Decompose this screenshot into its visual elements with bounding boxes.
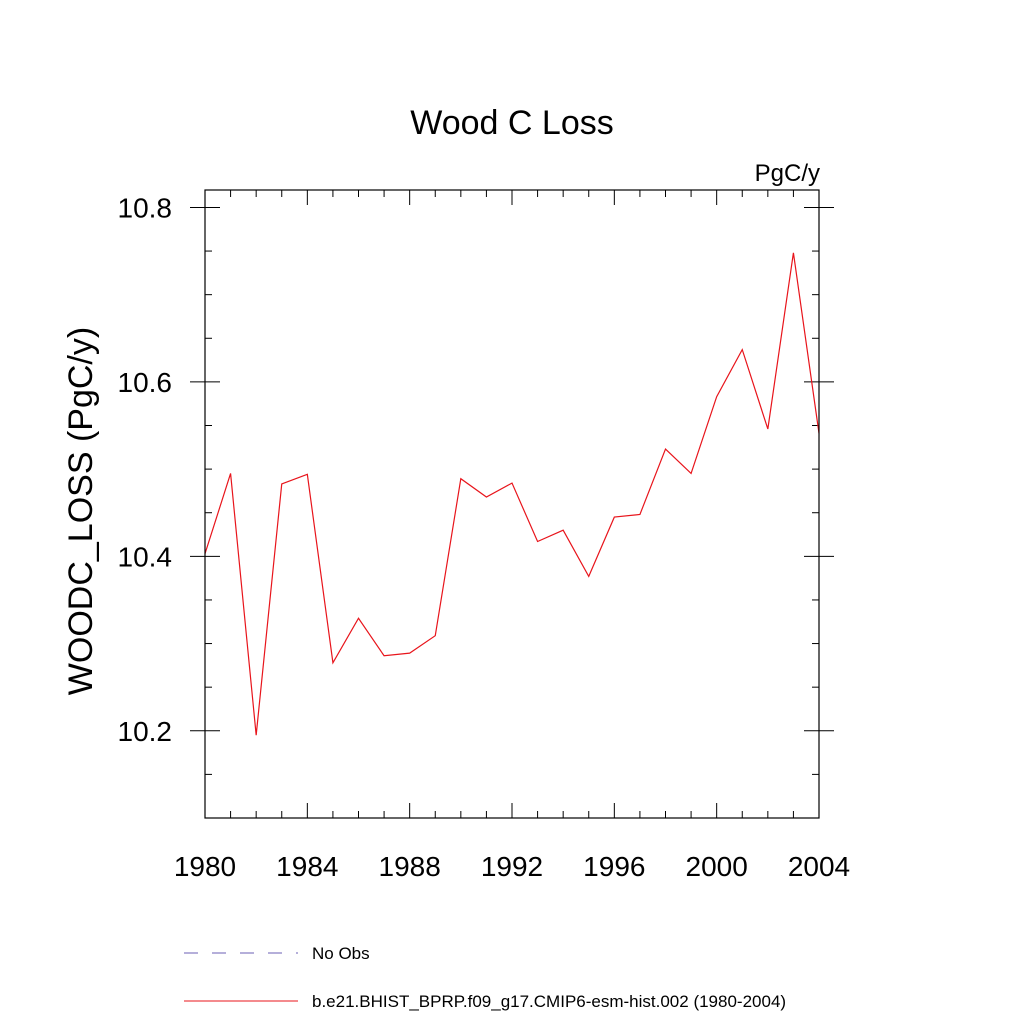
x-tick-label: 2004 <box>788 851 850 882</box>
x-tick-labels: 1980 1984 1988 1992 1996 2000 2004 <box>174 851 850 882</box>
y-tick-label: 10.2 <box>118 716 173 747</box>
x-tick-label: 1988 <box>379 851 441 882</box>
x-tick-label: 1984 <box>276 851 338 882</box>
y-tick-label: 10.6 <box>118 367 173 398</box>
x-tick-label: 2000 <box>686 851 748 882</box>
plot-frame <box>204 189 820 819</box>
legend: No Obs b.e21.BHIST_BPRP.f09_g17.CMIP6-es… <box>184 944 786 1011</box>
tick-marks <box>190 190 834 819</box>
y-axis-label: WOODC_LOSS (PgC/y) <box>62 327 100 695</box>
legend-label-model-run: b.e21.BHIST_BPRP.f09_g17.CMIP6-esm-hist.… <box>312 992 786 1011</box>
x-tick-label: 1980 <box>174 851 236 882</box>
y-tick-label: 10.4 <box>118 541 173 572</box>
series-line <box>204 252 820 736</box>
chart-title: Wood C Loss <box>410 104 613 142</box>
y-tick-labels: 10.2 10.4 10.6 10.8 <box>118 192 173 746</box>
x-tick-label: 1992 <box>481 851 543 882</box>
y-tick-label: 10.8 <box>118 192 173 223</box>
units-label: PgC/y <box>755 160 820 187</box>
x-tick-label: 1996 <box>583 851 645 882</box>
legend-label-no-obs: No Obs <box>312 944 370 963</box>
